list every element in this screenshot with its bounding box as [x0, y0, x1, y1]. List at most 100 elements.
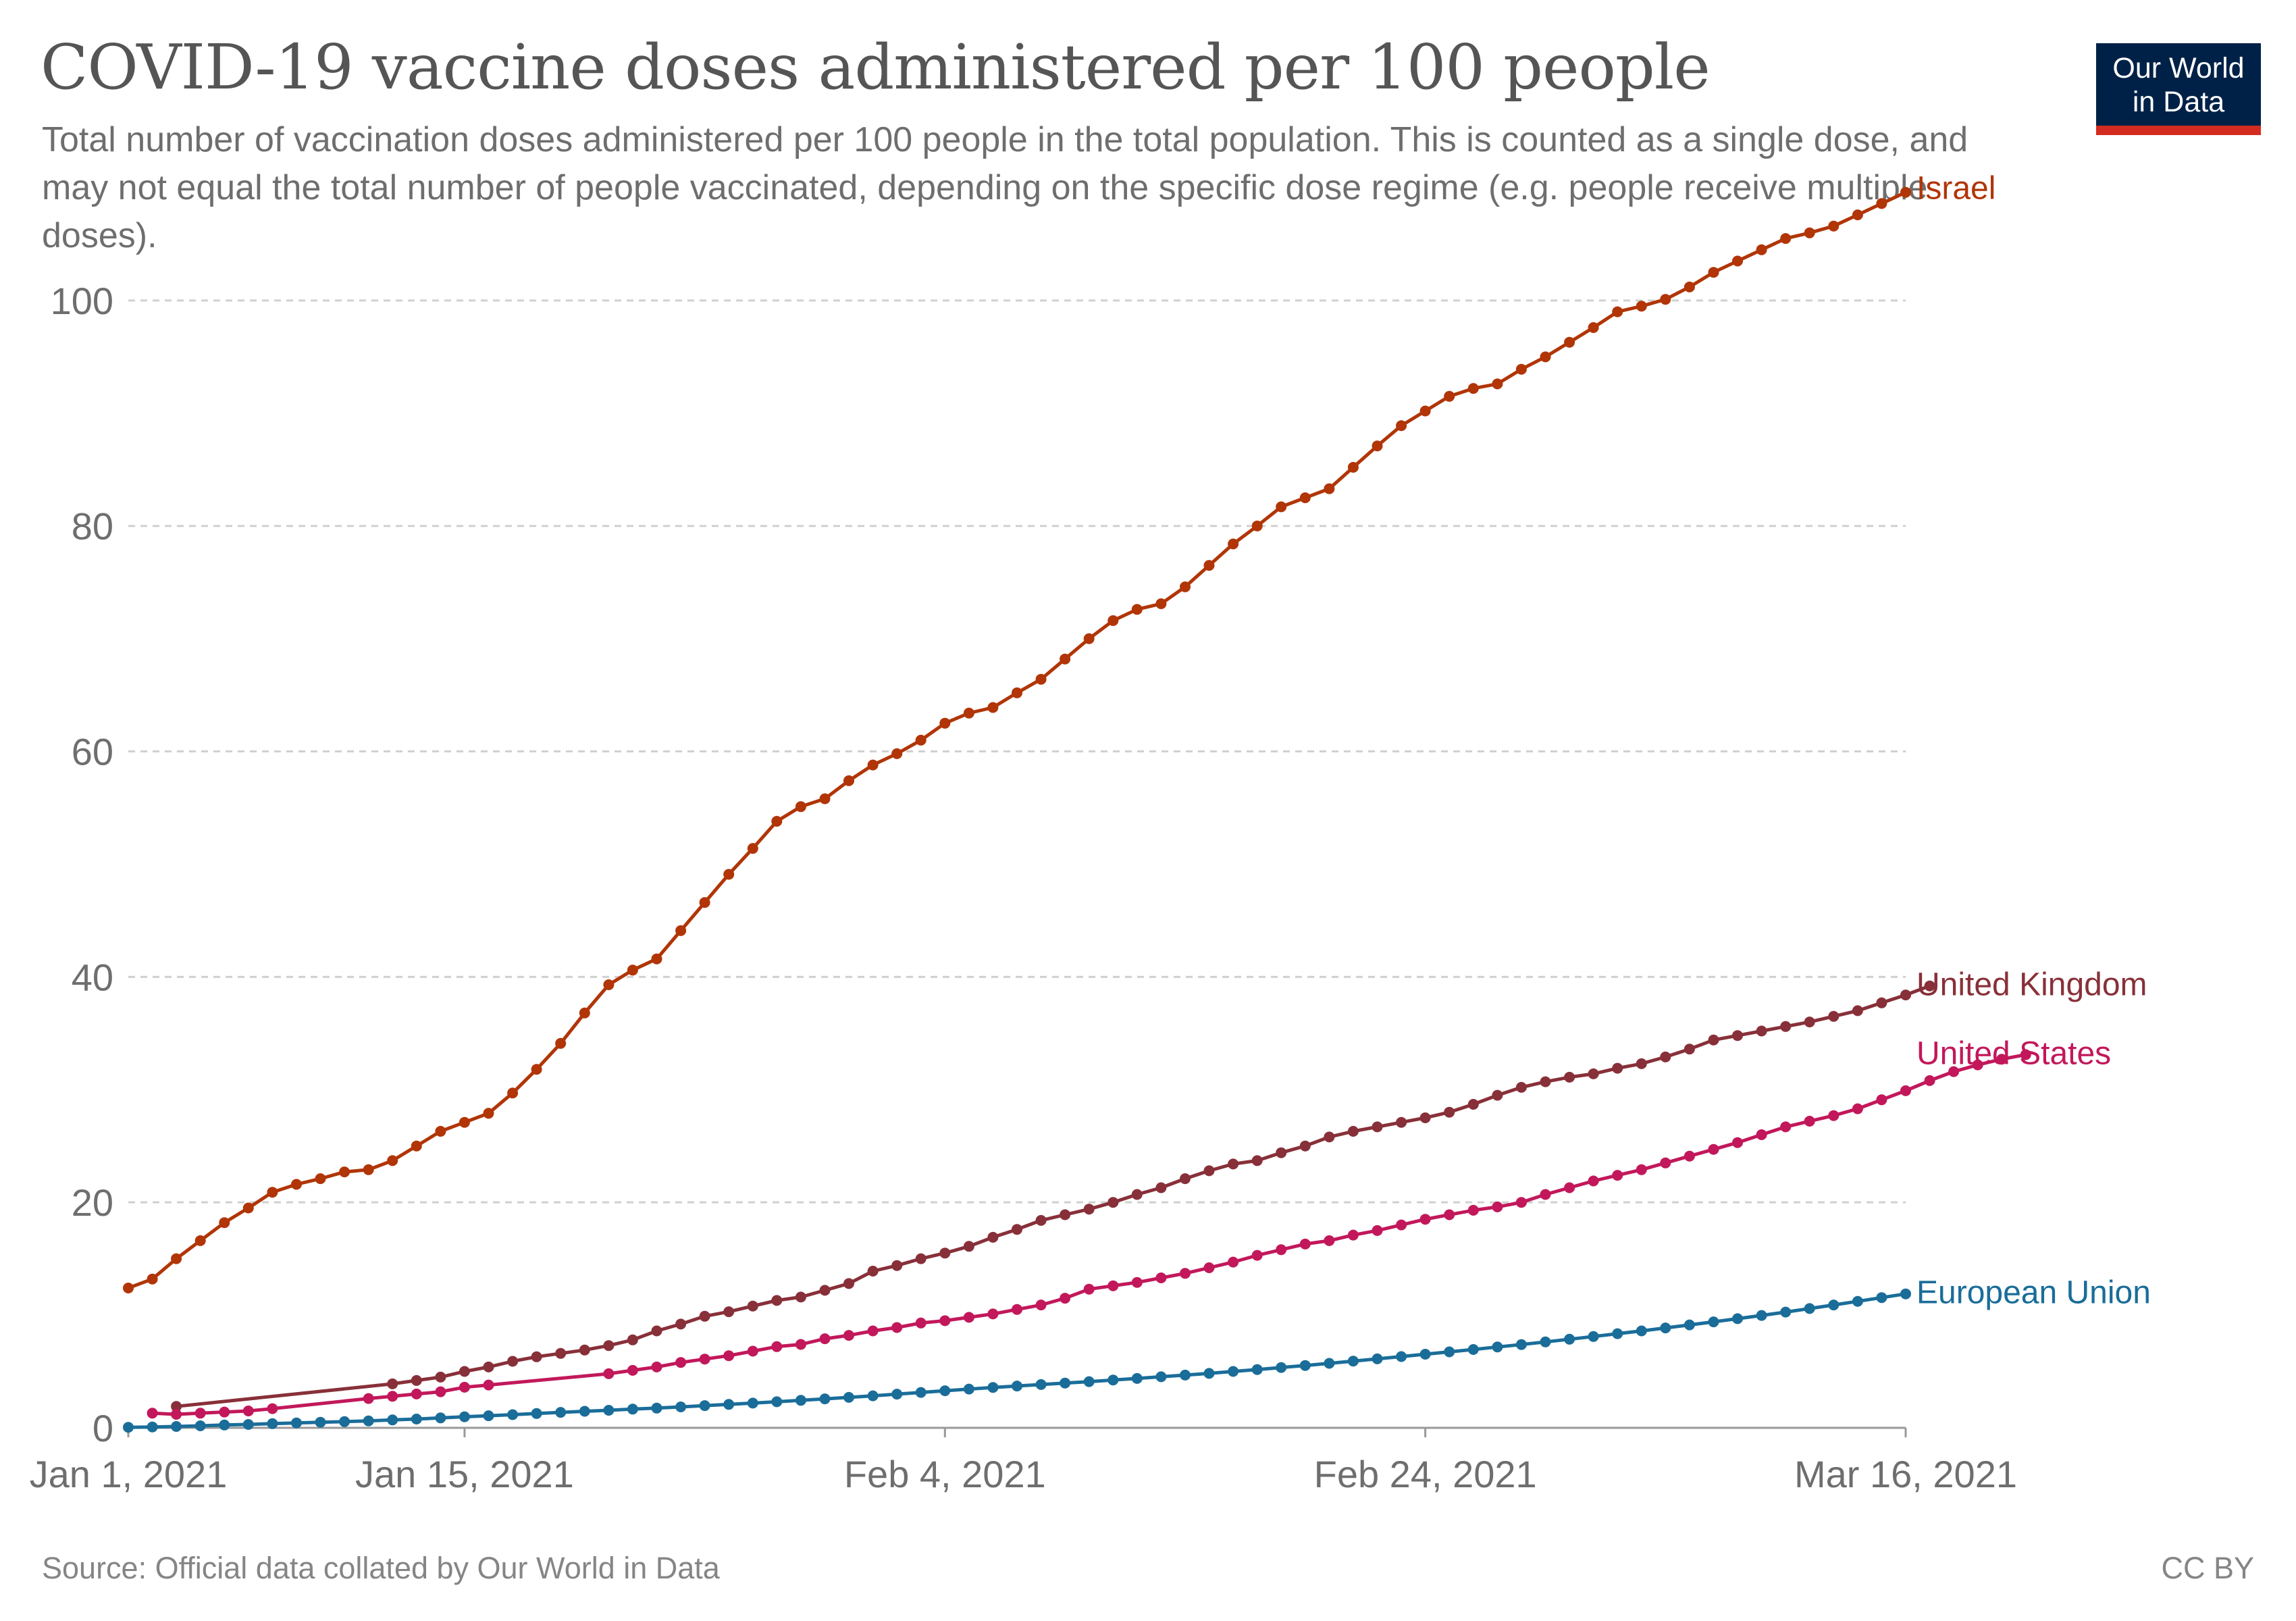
data-point[interactable] — [1324, 1235, 1335, 1246]
data-point[interactable] — [1515, 1197, 1527, 1208]
data-point[interactable] — [1948, 1066, 1960, 1077]
data-point[interactable] — [219, 1419, 230, 1431]
data-point[interactable] — [435, 1386, 446, 1397]
data-point[interactable] — [819, 1285, 831, 1296]
data-point[interactable] — [843, 775, 854, 786]
data-point[interactable] — [387, 1378, 398, 1389]
data-point[interactable] — [627, 964, 638, 976]
data-point[interactable] — [1780, 233, 1792, 245]
data-point[interactable] — [843, 1330, 854, 1341]
data-point[interactable] — [1012, 1381, 1022, 1392]
data-point[interactable] — [987, 702, 999, 713]
data-point[interactable] — [939, 717, 951, 729]
data-point[interactable] — [1299, 1238, 1311, 1250]
data-point[interactable] — [219, 1217, 230, 1229]
data-point[interactable] — [1107, 1197, 1119, 1208]
data-point[interactable] — [1852, 1103, 1863, 1114]
data-point[interactable] — [1780, 1021, 1792, 1032]
data-point[interactable] — [915, 1253, 927, 1264]
data-point[interactable] — [867, 1266, 879, 1277]
data-point[interactable] — [1419, 1112, 1431, 1123]
data-point[interactable] — [1155, 1182, 1167, 1193]
data-point[interactable] — [1756, 1129, 1767, 1140]
data-point[interactable] — [603, 979, 615, 990]
data-point[interactable] — [747, 1300, 758, 1312]
data-point[interactable] — [1299, 492, 1311, 503]
data-point[interactable] — [771, 1396, 783, 1408]
data-point[interactable] — [891, 1389, 903, 1400]
data-point[interactable] — [459, 1116, 470, 1128]
data-point[interactable] — [147, 1421, 158, 1433]
data-point[interactable] — [1228, 538, 1239, 550]
series-label-united-kingdom[interactable]: United Kingdom — [1916, 967, 2147, 1003]
data-point[interactable] — [1708, 1143, 1719, 1155]
data-point[interactable] — [1684, 1150, 1695, 1162]
data-point[interactable] — [1540, 1189, 1551, 1200]
data-point[interactable] — [963, 1241, 974, 1252]
data-point[interactable] — [1804, 1116, 1815, 1127]
data-point[interactable] — [1228, 1256, 1239, 1268]
data-point[interactable] — [1083, 1283, 1095, 1295]
data-point[interactable] — [1588, 1068, 1599, 1079]
data-point[interactable] — [939, 1315, 951, 1327]
data-point[interactable] — [1732, 255, 1743, 267]
series-label-european-union[interactable]: European Union — [1916, 1275, 2151, 1311]
data-point[interactable] — [651, 1402, 662, 1414]
owid-logo[interactable]: Our World in Data — [2096, 43, 2261, 135]
data-point[interactable] — [1276, 501, 1287, 513]
data-point[interactable] — [987, 1308, 999, 1320]
data-point[interactable] — [1444, 1346, 1455, 1358]
data-point[interactable] — [1180, 1268, 1191, 1279]
data-point[interactable] — [1660, 294, 1671, 305]
data-point[interactable] — [675, 925, 687, 936]
data-point[interactable] — [987, 1231, 999, 1243]
data-point[interactable] — [507, 1087, 519, 1099]
data-point[interactable] — [411, 1374, 422, 1386]
data-point[interactable] — [555, 1037, 567, 1049]
data-point[interactable] — [267, 1403, 278, 1414]
data-point[interactable] — [699, 1310, 710, 1322]
data-point[interactable] — [1180, 1173, 1191, 1185]
data-point[interactable] — [1467, 1344, 1479, 1355]
data-point[interactable] — [843, 1278, 854, 1289]
data-point[interactable] — [1228, 1366, 1239, 1377]
data-point[interactable] — [1083, 633, 1095, 644]
data-point[interactable] — [171, 1253, 182, 1264]
data-point[interactable] — [1251, 1155, 1263, 1166]
data-point[interactable] — [1347, 461, 1359, 473]
data-point[interactable] — [1444, 1106, 1455, 1118]
data-point[interactable] — [1012, 1224, 1022, 1235]
data-point[interactable] — [171, 1421, 182, 1432]
data-point[interactable] — [363, 1164, 374, 1175]
data-point[interactable] — [891, 1322, 903, 1333]
data-point[interactable] — [747, 843, 758, 854]
data-point[interactable] — [963, 707, 974, 719]
data-point[interactable] — [1756, 244, 1767, 255]
data-point[interactable] — [1060, 1293, 1071, 1304]
data-point[interactable] — [1203, 1262, 1215, 1273]
data-point[interactable] — [1492, 378, 1503, 390]
data-point[interactable] — [411, 1388, 422, 1399]
data-point[interactable] — [1660, 1322, 1671, 1334]
data-point[interactable] — [507, 1356, 519, 1367]
data-point[interactable] — [1924, 1075, 1935, 1086]
data-point[interactable] — [1324, 1358, 1335, 1369]
data-point[interactable] — [1564, 1071, 1575, 1083]
data-point[interactable] — [1636, 1058, 1647, 1069]
data-point[interactable] — [795, 1395, 806, 1406]
data-point[interactable] — [1612, 1328, 1623, 1339]
data-point[interactable] — [723, 1399, 735, 1410]
data-point[interactable] — [1107, 615, 1119, 626]
data-point[interactable] — [291, 1417, 302, 1429]
data-point[interactable] — [194, 1420, 206, 1431]
data-point[interactable] — [459, 1411, 470, 1422]
data-point[interactable] — [675, 1357, 687, 1368]
data-point[interactable] — [267, 1418, 278, 1429]
data-point[interactable] — [699, 1400, 710, 1412]
data-point[interactable] — [675, 1401, 687, 1412]
data-point[interactable] — [1900, 1085, 1911, 1096]
data-point[interactable] — [771, 816, 783, 827]
data-point[interactable] — [1251, 520, 1263, 532]
data-point[interactable] — [219, 1406, 230, 1418]
data-point[interactable] — [771, 1341, 783, 1352]
